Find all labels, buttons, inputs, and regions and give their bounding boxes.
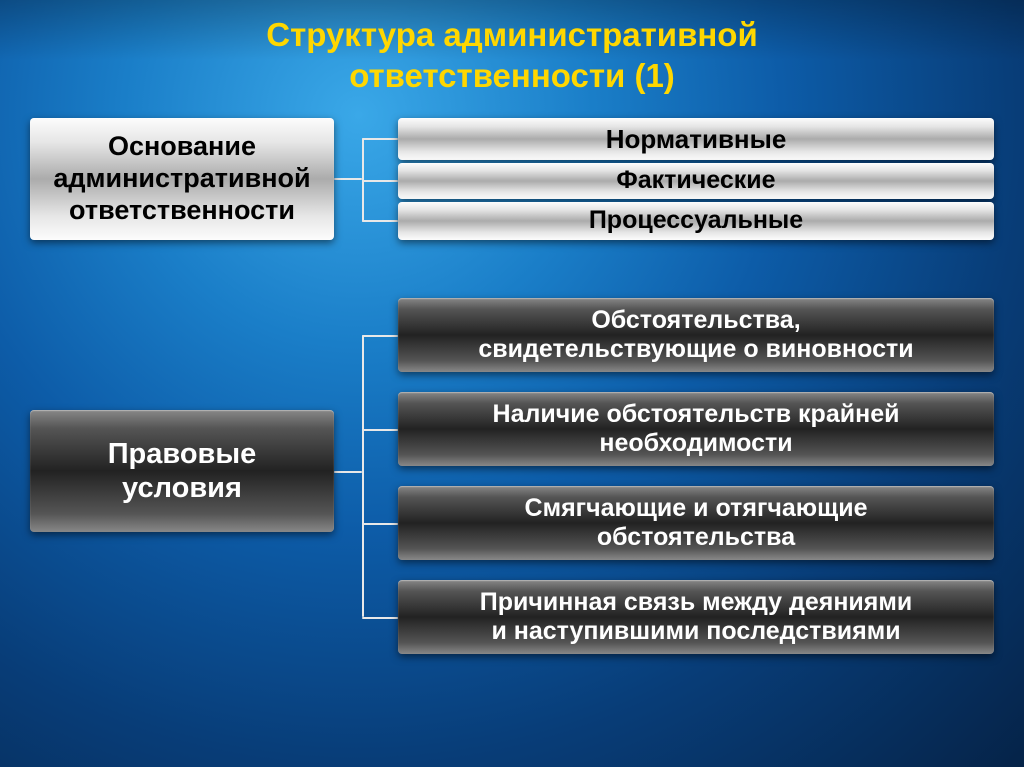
connector bbox=[362, 617, 398, 619]
connector bbox=[362, 138, 398, 140]
group2-child-3: Причинная связь между деяниямии наступив… bbox=[398, 580, 994, 654]
title-line-2: ответственности (1) bbox=[349, 57, 675, 94]
group2-child-2: Смягчающие и отягчающиеобстоятельства bbox=[398, 486, 994, 560]
slide-title: Структура административной ответственнос… bbox=[0, 0, 1024, 97]
group2-root: Правовыеусловия bbox=[30, 410, 334, 532]
title-line-1: Структура административной bbox=[266, 16, 758, 53]
group2-child-1: Наличие обстоятельств крайнейнеобходимос… bbox=[398, 392, 994, 466]
connector bbox=[334, 178, 362, 180]
connector bbox=[362, 429, 398, 431]
group2-child-0: Обстоятельства,свидетельствующие о винов… bbox=[398, 298, 994, 372]
group1-root: Основаниеадминистративнойответственности bbox=[30, 118, 334, 240]
connector bbox=[362, 180, 398, 182]
connector bbox=[362, 523, 398, 525]
connector bbox=[334, 471, 362, 473]
connector bbox=[362, 220, 398, 222]
group1-child-2: Процессуальные bbox=[398, 202, 994, 240]
group1-child-1: Фактические bbox=[398, 163, 994, 199]
connector bbox=[362, 335, 364, 617]
group1-child-0: Нормативные bbox=[398, 118, 994, 160]
connector bbox=[362, 335, 398, 337]
